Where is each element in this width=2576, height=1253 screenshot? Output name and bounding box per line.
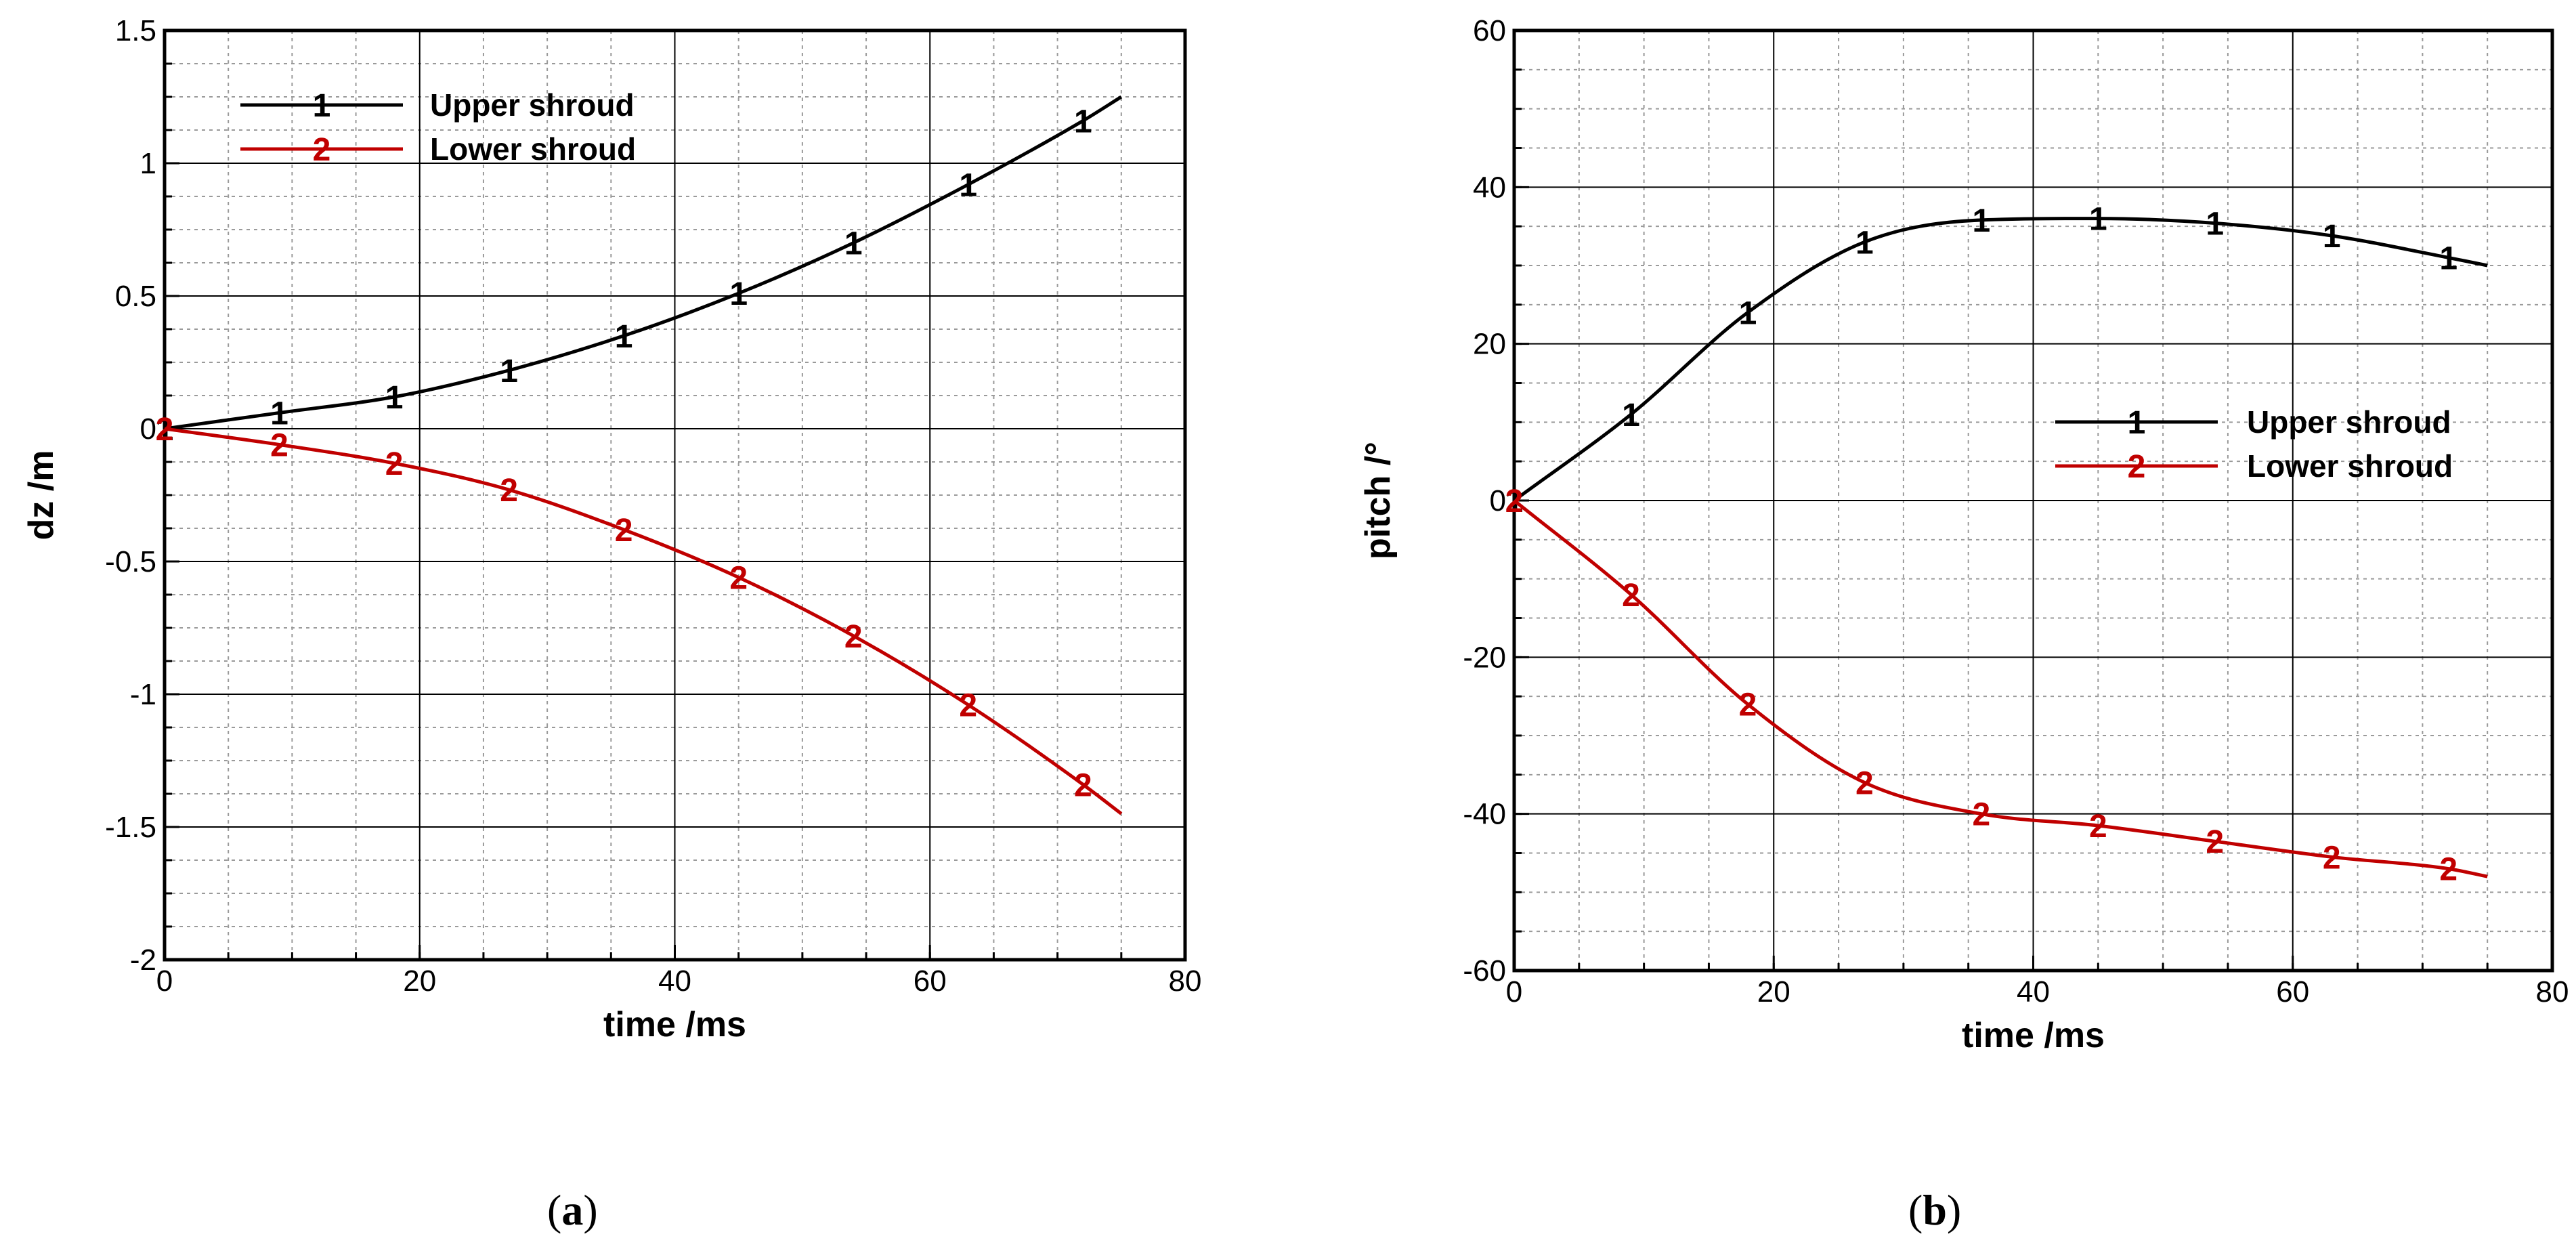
data-marker: 2 — [270, 428, 288, 464]
data-marker: 1 — [2323, 219, 2341, 255]
y-tick-label: -20 — [1463, 641, 1506, 674]
y-axis-title: dz /m — [22, 450, 61, 540]
x-tick-label: 60 — [914, 964, 947, 998]
data-marker: 2 — [2439, 852, 2457, 888]
data-marker: 1 — [1855, 225, 1874, 261]
data-marker: 2 — [1972, 797, 1990, 833]
x-tick-label: 20 — [403, 964, 436, 998]
panel-a-caption: (a) — [547, 1186, 598, 1234]
y-tick-label: 1 — [140, 147, 156, 180]
minor-grid — [165, 30, 1185, 960]
y-tick-label: -60 — [1463, 954, 1506, 987]
data-marker: 2 — [844, 619, 863, 655]
series-line — [1513, 499, 2488, 878]
y-tick-label: -40 — [1463, 798, 1506, 831]
series-lower-shroud: 2 2 2 2 2 2 2 2 2 — [1505, 484, 2488, 888]
y-tick-label: 40 — [1473, 171, 1506, 204]
legend-item: 2 Lower shroud — [240, 131, 636, 168]
data-marker: 1 — [615, 319, 633, 355]
x-axis-title: time /ms — [603, 1005, 746, 1044]
series-upper-shroud: 1 1 1 1 1 1 1 1 1 — [1505, 202, 2488, 519]
panel-b-caption-label: b — [1923, 1186, 1947, 1234]
major-grid — [1514, 30, 2553, 971]
data-marker: 1 — [1622, 398, 1640, 433]
data-marker: 2 — [2323, 840, 2341, 876]
legend-marker: 2 — [313, 132, 331, 168]
data-marker: 2 — [1622, 578, 1640, 614]
data-marker: 1 — [2089, 202, 2107, 238]
data-marker: 2 — [385, 446, 404, 482]
x-tick-label: 20 — [1757, 975, 1790, 1008]
x-axis-title: time /ms — [1962, 1016, 2105, 1055]
y-tick-label: 1.5 — [115, 14, 156, 47]
data-marker: 2 — [1505, 484, 1524, 519]
tick-marks — [1513, 29, 2554, 972]
data-marker: 1 — [385, 380, 404, 416]
legend-label: Lower shroud — [430, 131, 636, 167]
data-marker: 1 — [1739, 295, 1757, 331]
y-tick-label: 0.5 — [115, 280, 156, 313]
legend-item: 2 Lower shroud — [2055, 448, 2453, 485]
data-marker: 2 — [2089, 809, 2107, 845]
chart-panel-a: 0 20 40 60 80 -2 -1.5 -1 -0.5 0 0.5 1 1.5 time /ms dz … — [22, 14, 1201, 1044]
chart-panel-b: 0 20 40 60 80 -60 -40 -20 0 20 40 60 time /ms pitch /… — [1358, 14, 2569, 1055]
series-line — [164, 95, 1123, 431]
legend: 1 Upper shroud 2 Lower shroud — [240, 87, 636, 168]
tick-marks — [163, 29, 1186, 961]
x-tick-label: 60 — [2276, 975, 2309, 1008]
data-marker: 1 — [270, 396, 288, 431]
data-marker: 2 — [156, 412, 174, 448]
data-marker: 2 — [2206, 824, 2224, 860]
series-lower-shroud: 2 2 2 2 2 2 2 2 2 — [156, 412, 1123, 815]
data-marker: 2 — [500, 473, 518, 509]
data-marker: 1 — [2439, 240, 2457, 276]
panel-a-caption-label: a — [561, 1186, 584, 1234]
data-marker: 2 — [1855, 765, 1874, 801]
data-marker: 2 — [959, 688, 977, 724]
legend-item: 1 Upper shroud — [240, 87, 635, 124]
x-tick-label: 40 — [2017, 975, 2050, 1008]
y-axis-title: pitch /° — [1358, 442, 1398, 559]
data-marker: 1 — [844, 226, 863, 262]
data-marker: 1 — [1074, 104, 1092, 140]
panel-b-caption: (b) — [1908, 1186, 1962, 1234]
x-tick-label: 40 — [658, 964, 691, 998]
x-tick-label: 0 — [156, 964, 173, 998]
y-tick-label: -1 — [130, 678, 156, 711]
y-tick-label: 60 — [1473, 14, 1506, 47]
x-tick-label: 80 — [2536, 975, 2569, 1008]
legend-label: Lower shroud — [2247, 448, 2453, 484]
legend: 1 Upper shroud 2 Lower shroud — [2055, 404, 2453, 485]
data-marker: 1 — [959, 167, 977, 203]
y-tick-label: -2 — [130, 943, 156, 977]
legend-marker: 1 — [313, 88, 331, 124]
data-marker: 2 — [615, 513, 633, 549]
legend-marker: 2 — [2128, 449, 2146, 485]
legend-label: Upper shroud — [2247, 404, 2451, 440]
y-tick-label: -1.5 — [105, 811, 156, 844]
data-marker: 2 — [729, 561, 748, 597]
data-marker: 2 — [1739, 687, 1757, 723]
data-marker: 1 — [2206, 207, 2224, 242]
data-marker: 1 — [500, 354, 518, 389]
legend-marker: 1 — [2128, 405, 2146, 441]
series-line — [164, 427, 1123, 815]
y-tick-label: 0 — [140, 412, 156, 446]
x-tick-label: 0 — [1506, 975, 1522, 1008]
data-marker: 1 — [1972, 203, 1990, 239]
y-tick-label: -0.5 — [105, 545, 156, 578]
y-tick-label: 0 — [1490, 484, 1506, 517]
x-tick-label: 80 — [1169, 964, 1202, 998]
y-tick-label: 20 — [1473, 328, 1506, 361]
data-marker: 2 — [1074, 767, 1092, 803]
data-marker: 1 — [729, 276, 748, 312]
legend-item: 1 Upper shroud — [2055, 404, 2451, 441]
legend-label: Upper shroud — [430, 87, 635, 123]
series-line — [1513, 217, 2488, 503]
